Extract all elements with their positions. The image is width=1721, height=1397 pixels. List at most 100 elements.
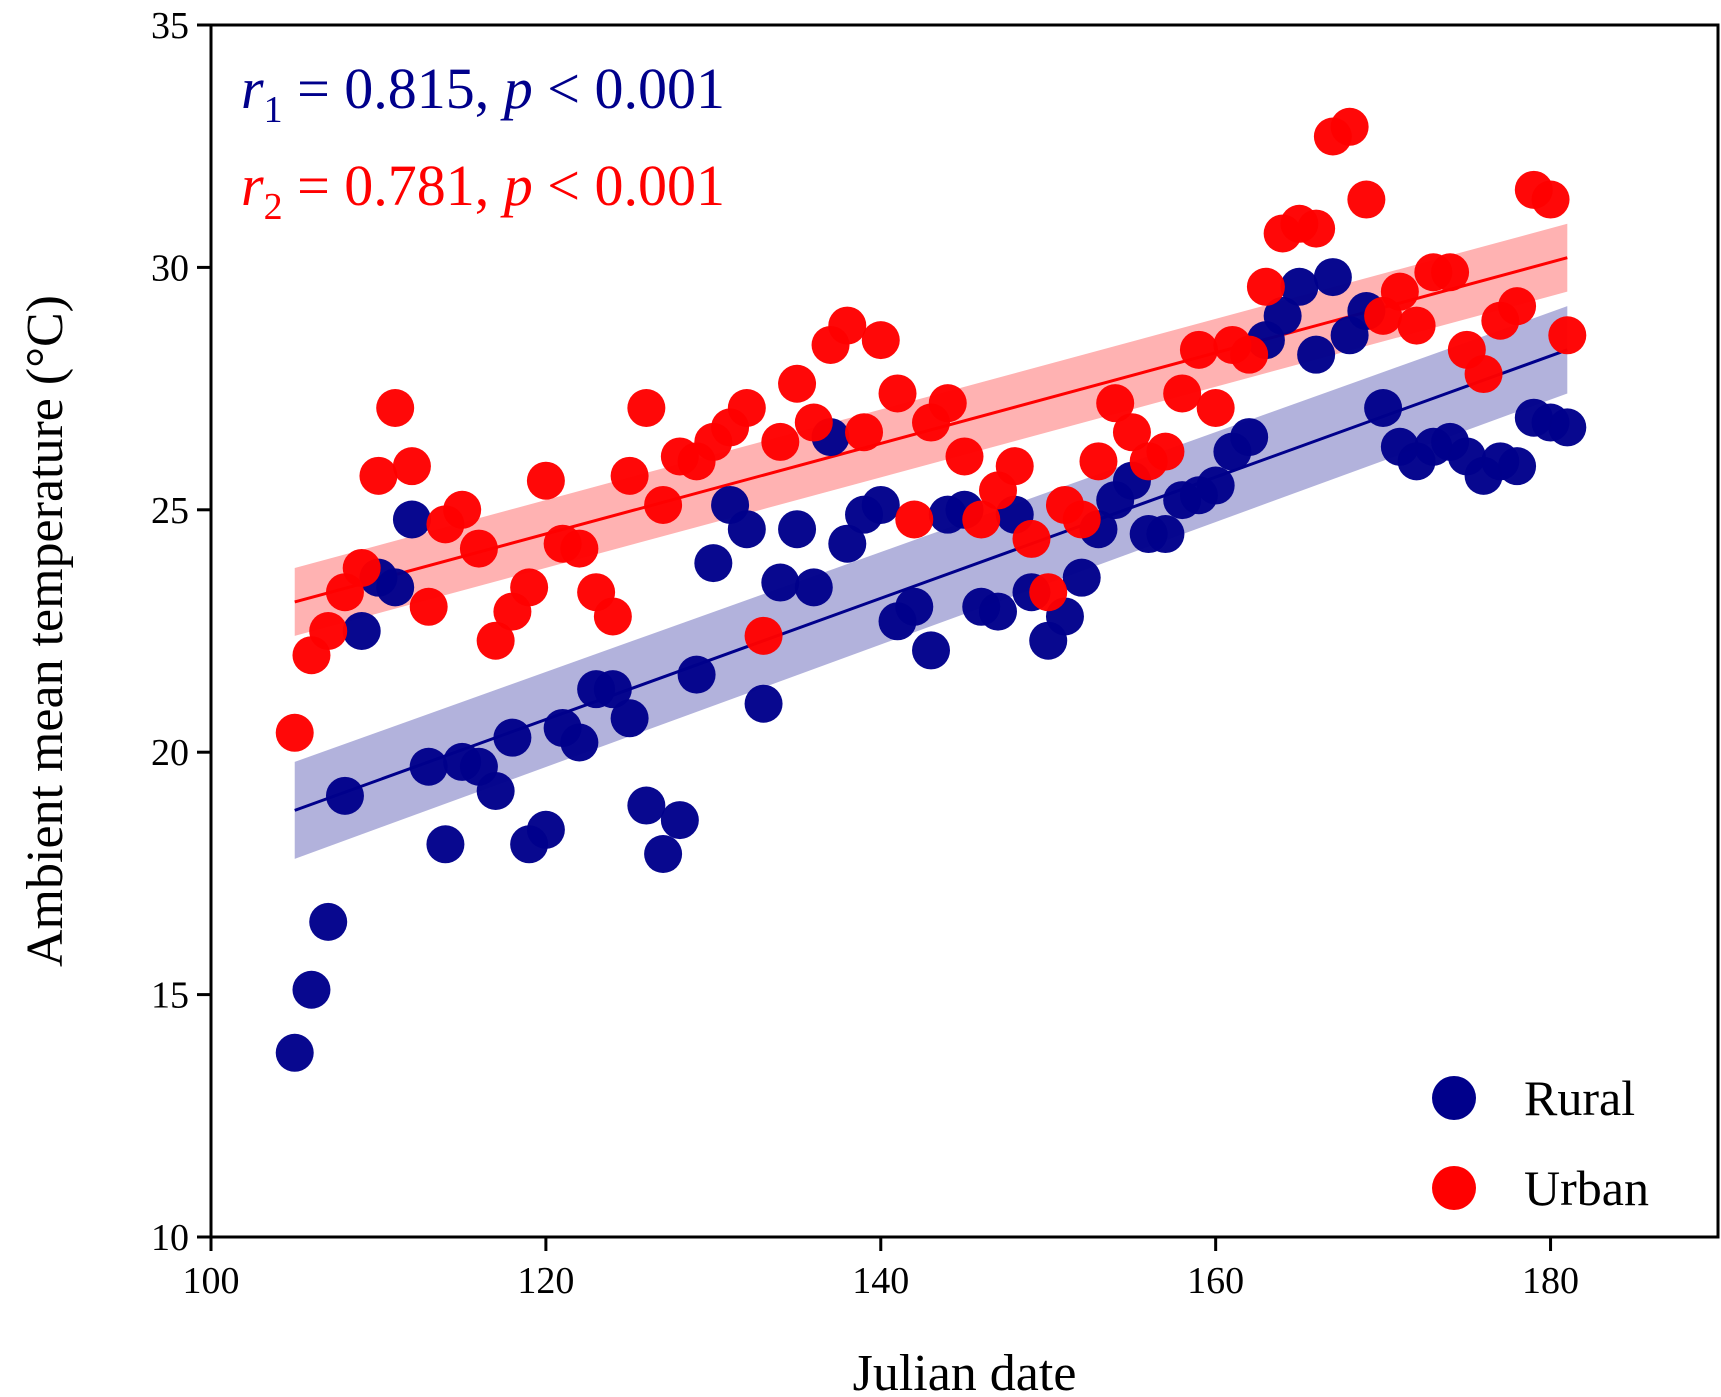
rural-point <box>978 592 1017 631</box>
rural-point <box>727 510 766 549</box>
urban-point <box>644 485 683 524</box>
urban-point <box>1179 330 1218 369</box>
urban-point <box>878 374 917 413</box>
y-tick-label: 25 <box>151 490 189 532</box>
rural-point <box>275 1033 314 1072</box>
y-tick-label: 30 <box>151 247 189 289</box>
urban-point <box>309 612 348 650</box>
urban-point <box>1112 413 1151 452</box>
urban-point <box>744 616 783 655</box>
rural-point <box>325 776 364 815</box>
urban-point <box>1330 107 1369 146</box>
urban-point <box>1230 335 1269 374</box>
rural-point <box>610 699 649 738</box>
correlation-annotation-2: r2 = 0.781, p < 0.001 <box>241 153 725 228</box>
rural-point <box>1364 388 1403 427</box>
rural-point <box>1230 418 1269 457</box>
rural-point <box>1062 558 1101 597</box>
urban-point <box>794 403 833 442</box>
rural-point <box>342 612 381 650</box>
urban-point <box>828 306 867 345</box>
urban-point <box>1531 180 1570 219</box>
urban-point <box>1498 287 1537 326</box>
rural-point <box>1548 408 1587 447</box>
x-axis-title: Julian date <box>853 1345 1077 1397</box>
rural-point <box>744 684 783 723</box>
rural-point <box>1263 296 1302 335</box>
urban-point <box>761 422 800 461</box>
rural-point <box>1498 447 1537 486</box>
rural-point <box>593 670 632 709</box>
urban-point <box>392 447 431 486</box>
urban-point <box>376 388 415 427</box>
rural-point <box>1297 335 1336 374</box>
urban-point <box>1029 573 1068 612</box>
correlation-annotation-1: r1 = 0.815, p < 0.001 <box>241 56 725 131</box>
rural-point <box>409 747 448 786</box>
rural-point <box>660 801 699 840</box>
urban-point <box>1380 272 1419 311</box>
urban-point <box>861 321 900 360</box>
y-tick-label: 15 <box>151 975 189 1017</box>
urban-point <box>593 597 632 636</box>
correlation-annotations: r1 = 0.815, p < 0.001 r2 = 0.781, p < 0.0… <box>241 56 725 228</box>
rural-point <box>627 786 666 825</box>
y-tick-label: 20 <box>151 732 189 774</box>
rural-point <box>1280 267 1319 306</box>
rural-point <box>677 655 716 694</box>
rural-point <box>861 485 900 524</box>
data-points <box>275 107 1587 1072</box>
urban-point <box>1062 500 1101 539</box>
urban-point <box>1196 388 1235 427</box>
urban-point <box>1397 306 1436 345</box>
urban-point <box>1079 442 1118 481</box>
urban-point <box>1163 374 1202 413</box>
urban-point <box>845 413 884 452</box>
rural-point <box>1196 466 1235 505</box>
urban-point <box>962 500 1001 539</box>
legend-label-rural: Rural <box>1524 1070 1635 1126</box>
urban-point <box>359 456 398 495</box>
rural-point <box>828 524 867 563</box>
urban-point <box>526 461 565 500</box>
urban-point <box>1431 253 1470 292</box>
rural-point <box>694 544 733 583</box>
x-tick-label: 180 <box>1522 1260 1579 1302</box>
urban-point <box>727 388 766 427</box>
y-axis-title: Ambient mean temperature (°C) <box>17 295 74 967</box>
urban-point <box>778 364 817 403</box>
urban-point <box>895 500 934 539</box>
y-tick-label: 35 <box>151 5 189 47</box>
urban-point <box>409 587 448 626</box>
rural-point <box>794 568 833 607</box>
rural-point <box>493 718 532 757</box>
rural-point <box>476 771 515 810</box>
rural-point <box>1146 515 1185 554</box>
urban-point <box>1464 355 1503 394</box>
urban-point <box>627 388 666 427</box>
x-tick-label: 120 <box>517 1260 574 1302</box>
x-tick-label: 160 <box>1187 1260 1244 1302</box>
rural-point <box>292 970 331 1009</box>
rural-point <box>560 723 599 762</box>
rural-point <box>778 510 817 549</box>
urban-point <box>459 529 498 568</box>
rural-point <box>392 500 431 539</box>
x-tick-label: 100 <box>183 1260 240 1302</box>
urban-point <box>1297 209 1336 248</box>
rural-point <box>912 631 951 670</box>
plot-frame <box>209 23 1720 1239</box>
urban-point <box>945 437 984 476</box>
legend-label-urban: Urban <box>1524 1160 1649 1216</box>
legend-marker-rural <box>1432 1076 1476 1120</box>
y-tick-label: 10 <box>151 1217 189 1259</box>
urban-point <box>443 490 482 529</box>
urban-point <box>275 713 314 752</box>
legend-marker-urban <box>1432 1166 1476 1210</box>
urban-point <box>1146 432 1185 471</box>
rural-point <box>309 902 348 941</box>
urban-point <box>1096 384 1135 423</box>
legend: Rural Urban <box>1432 1070 1649 1216</box>
urban-point <box>560 529 599 568</box>
